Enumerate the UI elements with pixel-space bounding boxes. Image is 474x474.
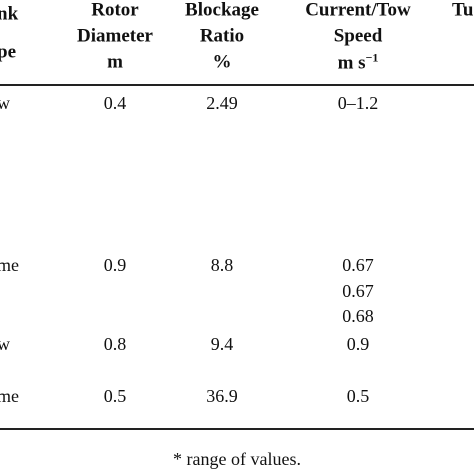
header-rule <box>0 84 474 86</box>
table-cell: 8.8 <box>210 255 234 275</box>
table-cell: 0.4 <box>103 93 127 113</box>
table-cell: w <box>0 93 10 113</box>
table-cell: 0.5 <box>346 386 370 406</box>
header-cell: Speed <box>333 25 383 47</box>
header-cell: Ratio <box>199 25 245 47</box>
table-cell: 0.68 <box>342 306 374 326</box>
header-cell: pe <box>0 41 16 63</box>
table-cell: 0.5 <box>103 386 127 406</box>
header-cell: Tu <box>452 0 474 21</box>
unit: m s <box>337 52 366 74</box>
header-cell: % <box>212 51 232 73</box>
footnote: * range of values. <box>173 449 301 469</box>
table-cell: me <box>0 386 19 406</box>
table-cell: 0.9 <box>103 255 127 275</box>
header-cell: nk <box>0 3 19 25</box>
header-cell: Diameter <box>77 25 153 47</box>
table-cell: 0.67 <box>342 255 374 275</box>
table-cell: me <box>0 255 19 275</box>
unit-exponent: −1 <box>365 50 379 65</box>
bottom-rule <box>0 428 474 430</box>
table-cell: 36.9 <box>206 386 238 406</box>
table-cell: 0–1.2 <box>337 93 379 113</box>
table-cell: 0.9 <box>346 334 370 354</box>
header-cell: m <box>107 51 123 73</box>
table-cell: 2.49 <box>206 93 238 113</box>
table-cell: 0.8 <box>103 334 127 354</box>
header-cell: m s−1 <box>338 52 379 73</box>
header-cell: Rotor <box>91 0 139 21</box>
header-cell: Current/Tow <box>305 0 411 21</box>
table-cell: 9.4 <box>210 334 234 354</box>
table-cell: w <box>0 334 10 354</box>
table-cell: 0.67 <box>342 280 374 301</box>
header-cell: Blockage <box>185 0 259 21</box>
